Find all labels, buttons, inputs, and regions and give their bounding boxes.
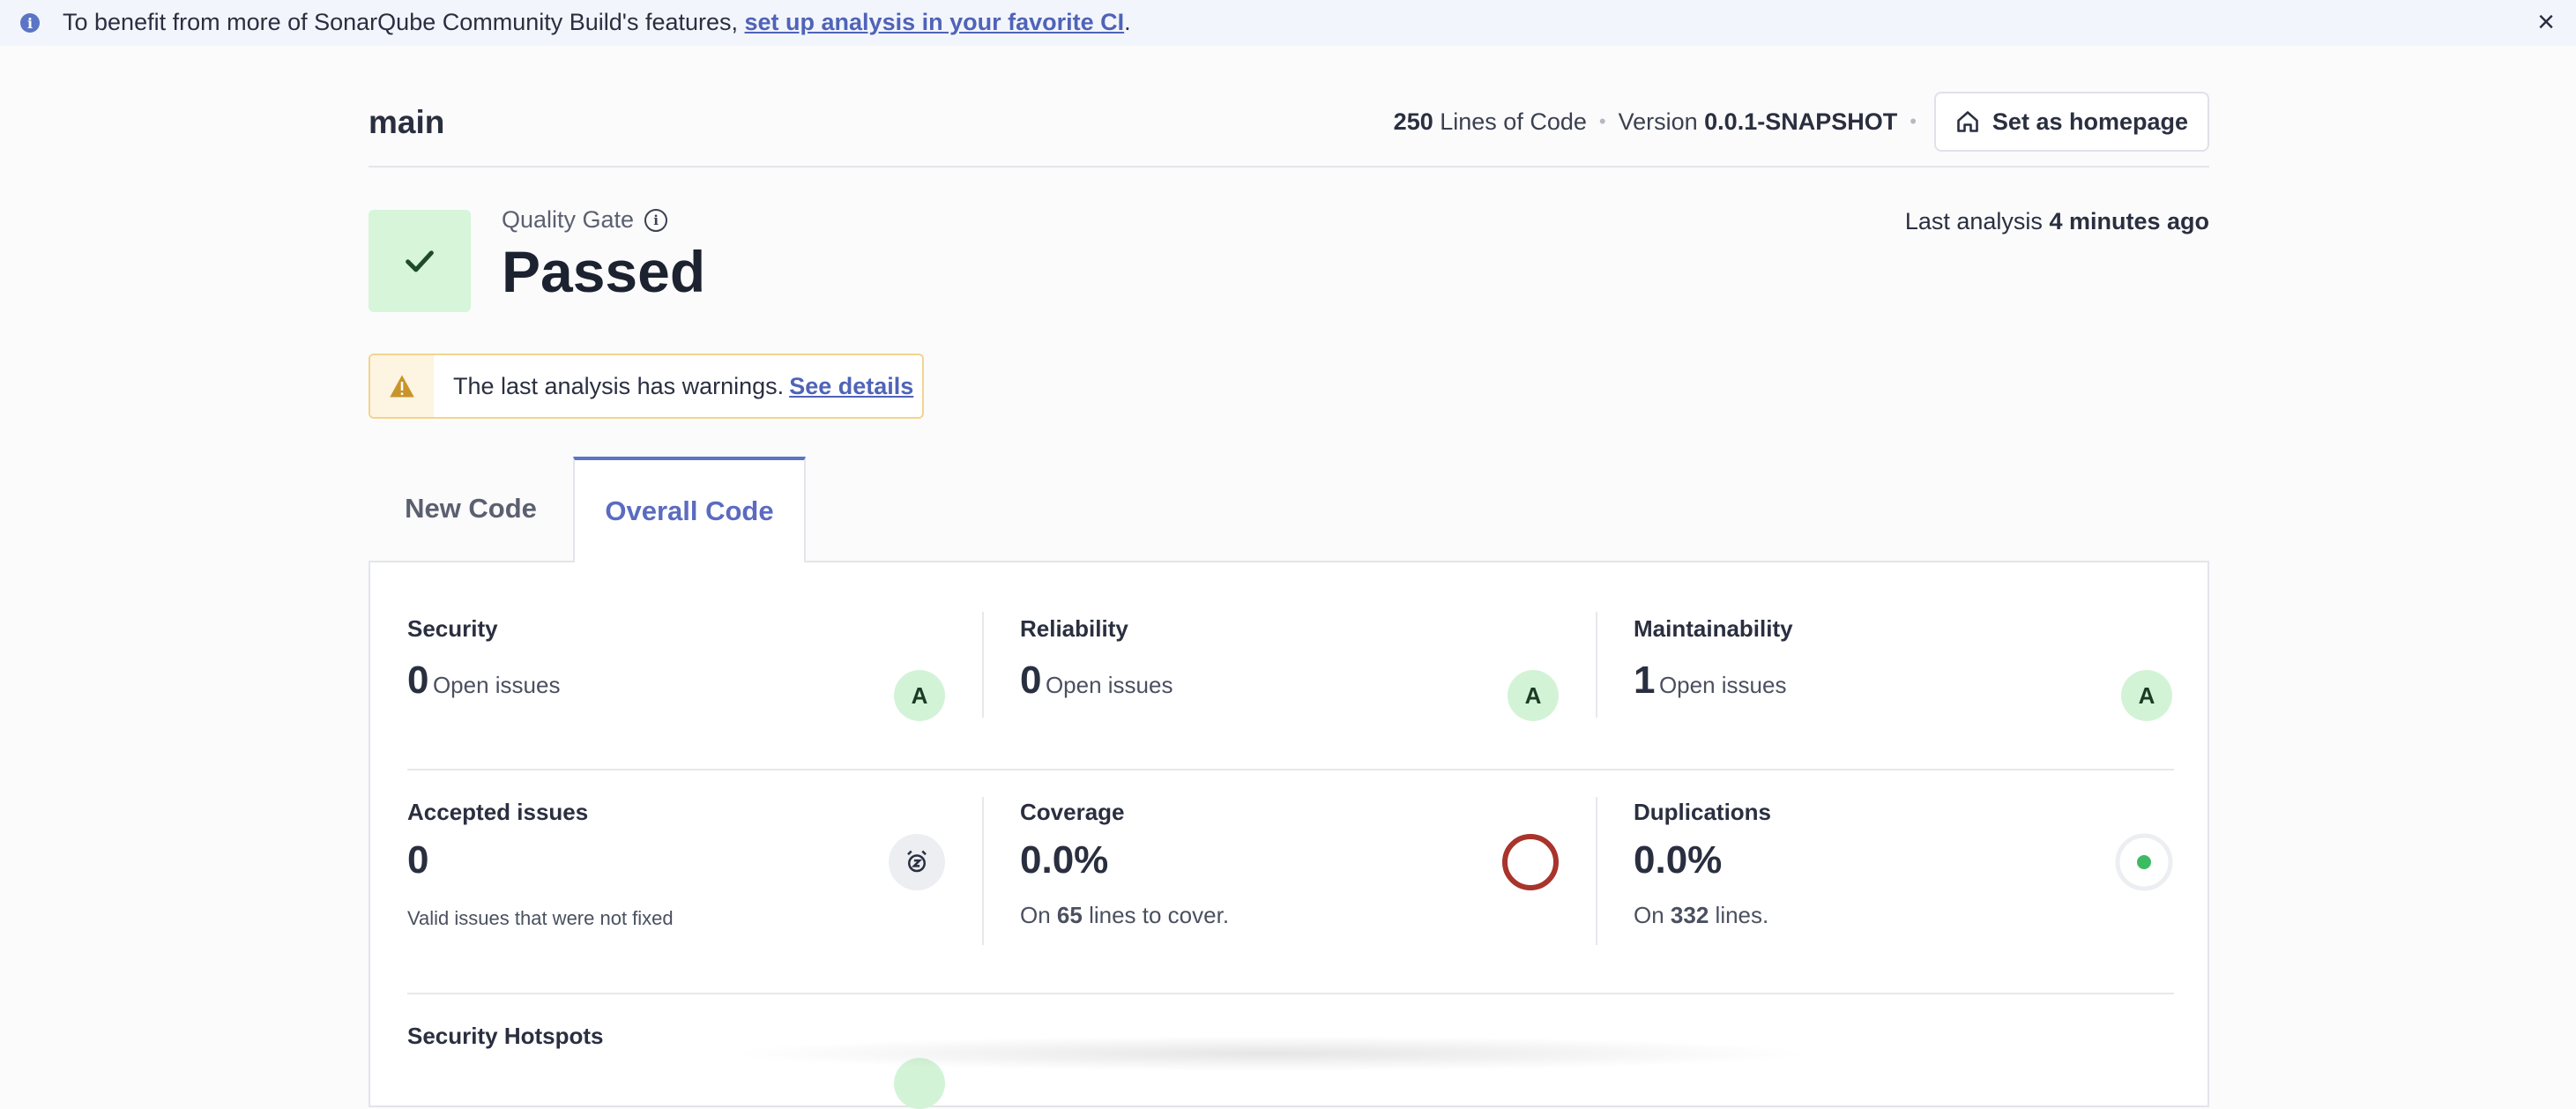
maintainability-rating-badge[interactable]: A xyxy=(2121,670,2172,721)
maintainability-unit: Open issues xyxy=(1658,672,1787,698)
accepted-value[interactable]: 0 xyxy=(407,838,429,882)
separator-dot: • xyxy=(1910,110,1917,132)
quality-gate-status: Passed xyxy=(502,239,706,304)
coverage-ring-icon xyxy=(1502,834,1559,890)
set-homepage-label: Set as homepage xyxy=(1992,108,2188,135)
close-icon[interactable]: × xyxy=(2537,5,2555,39)
branch-name: main xyxy=(369,104,445,140)
reliability-title: Reliability xyxy=(1020,615,1128,642)
last-analysis-label: Last analysis xyxy=(1904,208,2043,234)
quality-gate-title: Quality Gate xyxy=(502,206,635,233)
coverage-value[interactable]: 0.0% xyxy=(1020,838,1109,882)
coverage-metric[interactable]: Coverage 0.0% On 65 lines to cover. xyxy=(1020,799,1229,929)
accepted-issues-metric[interactable]: Accepted issues 0 Valid issues that were… xyxy=(407,799,674,930)
coverage-note: On 65 lines to cover. xyxy=(1020,902,1229,929)
coverage-note-before: On xyxy=(1020,902,1051,928)
maintainability-metric[interactable]: Maintainability 1 Open issues xyxy=(1634,615,1793,703)
tab-new-code[interactable]: New Code xyxy=(405,493,537,524)
reliability-metric[interactable]: Reliability 0 Open issues xyxy=(1020,615,1173,703)
maintainability-value[interactable]: 1 xyxy=(1634,659,1656,702)
warning-text: The last analysis has warnings. xyxy=(453,372,785,399)
banner-message: To benefit from more of SonarQube Commun… xyxy=(63,9,1131,36)
duplications-note-before: On xyxy=(1634,902,1664,928)
coverage-note-after: lines to cover. xyxy=(1089,902,1230,928)
security-unit: Open issues xyxy=(432,672,561,698)
project-header: main 250 Lines of Code • Version 0.0.1-S… xyxy=(369,92,2209,167)
metrics-panel: Security 0 Open issues A Reliability 0 O… xyxy=(369,561,2209,1109)
security-title: Security xyxy=(407,615,498,642)
info-banner: i To benefit from more of SonarQube Comm… xyxy=(0,0,2576,46)
duplications-indicator-icon xyxy=(2115,833,2173,891)
overlay-shadow xyxy=(723,1036,1816,1071)
security-value[interactable]: 0 xyxy=(407,659,429,702)
banner-text-end: . xyxy=(1124,9,1131,35)
info-icon[interactable]: i xyxy=(644,208,668,232)
last-analysis-value: 4 minutes ago xyxy=(2049,208,2209,234)
duplications-value[interactable]: 0.0% xyxy=(1634,838,1723,882)
banner-text: To benefit from more of SonarQube Commun… xyxy=(63,9,745,35)
security-hotspots-metric[interactable]: Security Hotspots xyxy=(407,1023,604,1050)
coverage-lines-value: 65 xyxy=(1056,902,1083,928)
see-details-link[interactable]: See details xyxy=(789,372,914,399)
set-homepage-button[interactable]: Set as homepage xyxy=(1933,92,2209,152)
home-icon xyxy=(1957,111,1978,132)
project-meta: 250 Lines of Code • Version 0.0.1-SNAPSH… xyxy=(1394,92,2209,152)
duplications-title: Duplications xyxy=(1634,799,1772,825)
duplications-metric[interactable]: Duplications 0.0% On 332 lines. xyxy=(1634,799,1771,929)
row-divider xyxy=(407,993,2174,994)
checkmark-icon xyxy=(406,250,434,272)
reliability-value[interactable]: 0 xyxy=(1020,659,1042,702)
reliability-rating-badge[interactable]: A xyxy=(1508,670,1559,721)
accepted-note: Valid issues that were not fixed xyxy=(407,907,674,929)
warning-icon xyxy=(390,375,414,398)
coverage-title: Coverage xyxy=(1020,799,1125,825)
warning-icon-area xyxy=(370,355,434,417)
version-label: Version xyxy=(1618,108,1698,135)
loc-label: Lines of Code xyxy=(1440,108,1587,135)
code-tabs: New Code Overall Code xyxy=(369,457,806,562)
version-value: 0.0.1-SNAPSHOT xyxy=(1704,108,1898,135)
divider xyxy=(1596,797,1597,945)
accepted-issues-icon-badge xyxy=(889,834,945,890)
accepted-title: Accepted issues xyxy=(407,799,589,825)
security-rating-badge[interactable]: A xyxy=(894,670,945,721)
maintainability-title: Maintainability xyxy=(1634,615,1793,642)
separator-dot: • xyxy=(1598,110,1606,132)
duplications-lines-value: 332 xyxy=(1670,902,1709,928)
quality-gate-label: Quality Gate i xyxy=(502,206,668,234)
divider xyxy=(982,612,984,718)
divider xyxy=(1596,612,1597,718)
duplications-note: On 332 lines. xyxy=(1634,902,1771,929)
alarm-clock-icon xyxy=(907,850,927,873)
warning-text-wrap: The last analysis has warnings. See detai… xyxy=(453,373,913,400)
last-analysis: Last analysis 4 minutes ago xyxy=(1905,208,2209,235)
info-icon: i xyxy=(20,13,40,33)
row-divider xyxy=(407,769,2174,770)
quality-gate-badge xyxy=(369,210,471,312)
setup-analysis-link[interactable]: set up analysis in your favorite CI xyxy=(744,9,1125,35)
duplications-note-after: lines. xyxy=(1715,902,1769,928)
loc-value: 250 xyxy=(1393,108,1433,135)
security-metric[interactable]: Security 0 Open issues xyxy=(407,615,560,703)
hotspots-title: Security Hotspots xyxy=(407,1023,604,1049)
reliability-unit: Open issues xyxy=(1045,672,1173,698)
tab-overall-code[interactable]: Overall Code xyxy=(573,457,806,562)
analysis-warning: The last analysis has warnings. See detai… xyxy=(369,354,924,419)
divider xyxy=(982,797,984,945)
